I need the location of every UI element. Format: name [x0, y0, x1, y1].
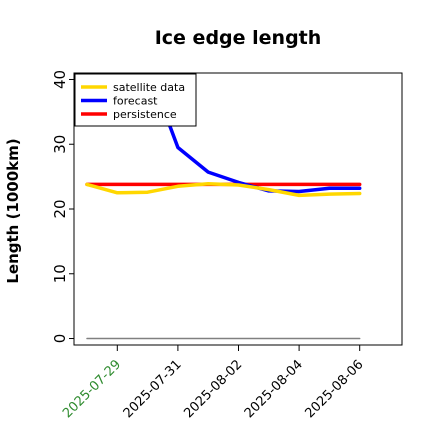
x-tick-label: 2025-07-29 [60, 357, 124, 421]
chart-title: Ice edge length [155, 27, 322, 49]
x-tick-label: 2025-08-04 [242, 357, 306, 421]
x-axis: 2025-07-292025-07-312025-08-022025-08-04… [60, 345, 367, 421]
y-tick-label: 10 [51, 264, 69, 283]
y-axis-label: Length (1000km) [4, 138, 22, 283]
legend-label: forecast [113, 95, 158, 108]
x-tick-label: 2025-07-31 [121, 357, 185, 421]
x-tick-label: 2025-08-02 [181, 357, 245, 421]
y-tick-label: 0 [51, 334, 69, 344]
y-axis: 0 10 20 30 40 [51, 70, 74, 343]
series-line-satellite-data [85, 181, 362, 198]
y-tick-label: 20 [51, 199, 69, 218]
legend-label: satellite data [113, 81, 185, 94]
y-tick-label: 30 [51, 135, 69, 154]
y-tick-label: 40 [51, 70, 69, 89]
legend-label: persistence [113, 108, 177, 121]
x-tick-label: 2025-08-06 [302, 357, 366, 421]
plot-area [85, 73, 362, 340]
